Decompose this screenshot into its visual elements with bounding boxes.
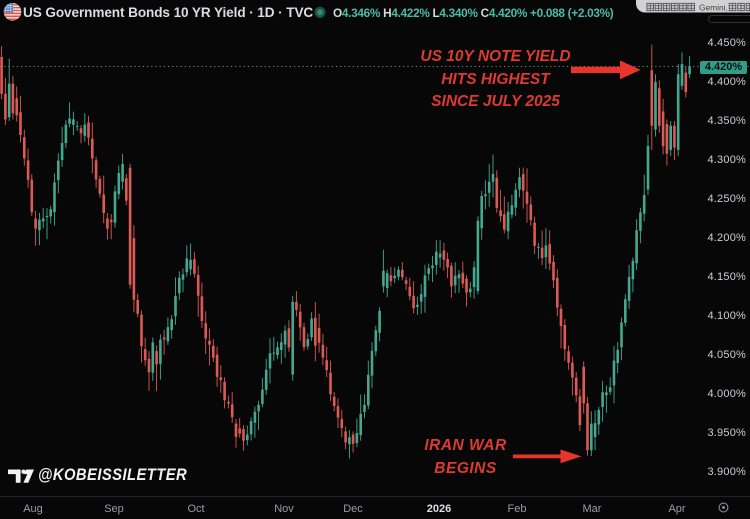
svg-text:Gemini,: Gemini, <box>699 2 728 12</box>
